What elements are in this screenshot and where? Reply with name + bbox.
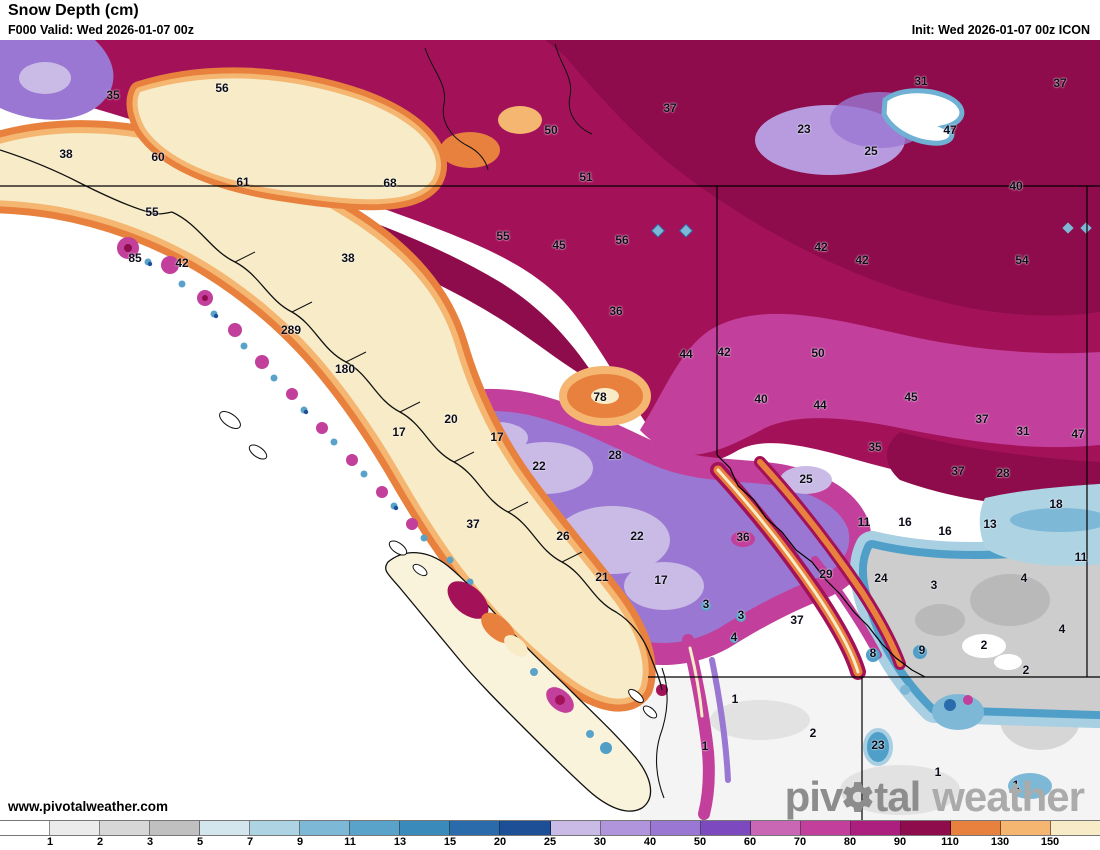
colorbar-tick-label: 80	[843, 836, 857, 848]
colorbar-tick-label: 50	[693, 836, 707, 848]
colorbar-tick-label: 40	[643, 836, 657, 848]
colorbar-tick-label: 90	[893, 836, 907, 848]
colorbar-cell	[750, 821, 801, 835]
pivotal-weather-logo: piv tal weather	[784, 773, 1085, 820]
colorbar-tick-label: 30	[593, 836, 607, 848]
colorbar-cell	[1050, 821, 1100, 835]
region-cascades-stripes	[682, 634, 731, 820]
map-title: Snow Depth (cm)	[8, 2, 139, 19]
offshore-islands	[219, 411, 658, 719]
vancouver-island	[385, 551, 652, 812]
colorbar-cell	[550, 821, 601, 835]
colorbar-cell	[950, 821, 1001, 835]
borders	[0, 185, 1100, 820]
colorbar-cell	[600, 821, 651, 835]
valid-time-label: F000 Valid: Wed 2026-01-07 00z	[8, 23, 194, 37]
snow-regions	[0, 40, 1100, 820]
colorbar-tick-label: 3	[146, 836, 154, 848]
logo-text-weather: weather	[932, 773, 1085, 820]
colorbar-cell	[250, 821, 301, 835]
colorbar-cell	[800, 821, 851, 835]
colorbar-cell	[900, 821, 951, 835]
colorbar-tick-label: 15	[443, 836, 457, 848]
colorbar-cell	[100, 821, 151, 835]
colorbar-tick-label: 110	[941, 836, 959, 848]
colorbar-cells	[0, 820, 1100, 836]
coastline	[0, 43, 668, 799]
colorbar-tick-label: 150	[1040, 836, 1060, 848]
colorbar-tick-label: 11	[344, 836, 356, 848]
colorbar-cell	[300, 821, 351, 835]
colorbar-tick-label: 13	[393, 836, 407, 848]
region-top-cream-blob	[126, 67, 447, 211]
colorbar-tick-label: 1	[46, 836, 54, 848]
logo-text-piv: piv	[784, 773, 844, 820]
region-coastal-spots	[117, 237, 474, 586]
colorbar-tick-label: 9	[296, 836, 304, 848]
colorbar-tick-label: 70	[793, 836, 807, 848]
colorbar-cell	[1000, 821, 1051, 835]
colorbar-cell	[50, 821, 101, 835]
colorbar-cell	[150, 821, 201, 835]
colorbar-cell	[400, 821, 451, 835]
init-time-label: Init: Wed 2026-01-07 00z ICON	[911, 23, 1090, 37]
colorbar-tick-label: 20	[493, 836, 507, 848]
colorbar-cell	[650, 821, 701, 835]
region-columbia-stripes	[710, 456, 906, 680]
colorbar-tick-labels: 1 2 3 5 7 9 11 13 15 20 25 30 40 50 60 70 80 90 110 130 150	[0, 836, 1100, 850]
colorbar-tick-label: 60	[743, 836, 757, 848]
logo-text-tal: tal	[874, 773, 921, 820]
colorbar-tick-label: 130	[990, 836, 1010, 848]
colorbar-tick-label: 7	[246, 836, 254, 848]
colorbar-tick-label: 5	[196, 836, 204, 848]
colorbar-cell	[350, 821, 401, 835]
gear-icon	[840, 779, 876, 815]
colorbar-cell	[450, 821, 501, 835]
colorbar-cell	[500, 821, 551, 835]
colorbar-cell	[200, 821, 251, 835]
colorbar-cell	[850, 821, 901, 835]
colorbar-cell	[0, 821, 51, 835]
colorbar: 1 2 3 5 7 9 11 13 15 20 25 30 40 50 60 70 80 90 110 130 150	[0, 820, 1100, 850]
colorbar-tick-label: 2	[96, 836, 104, 848]
colorbar-cell	[700, 821, 751, 835]
watermark-url: www.pivotalweather.com	[8, 799, 169, 814]
colorbar-tick-label: 25	[543, 836, 557, 848]
